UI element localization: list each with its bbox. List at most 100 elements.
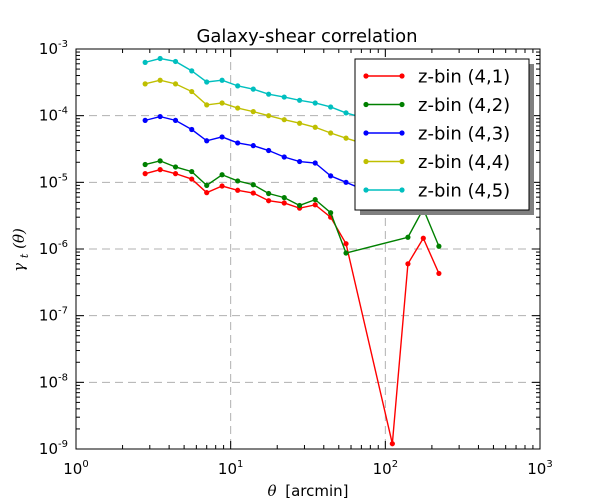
data-point — [142, 59, 148, 65]
y-tick-label: 10-5 — [39, 172, 68, 191]
legend-entry: z-bin (4,3) — [363, 124, 510, 145]
legend-entry: z-bin (4,4) — [363, 152, 510, 173]
data-point — [189, 176, 195, 182]
data-point — [296, 158, 303, 165]
data-point — [328, 210, 334, 216]
data-point — [281, 94, 287, 100]
data-point — [266, 91, 272, 97]
data-point — [157, 167, 163, 173]
legend-label: z-bin (4,4) — [418, 152, 510, 173]
data-point — [266, 190, 272, 197]
data-point — [204, 138, 210, 144]
data-point — [235, 140, 241, 146]
y-axis-argument: (θ) — [10, 228, 28, 249]
y-axis-symbol: γ — [10, 263, 28, 272]
y-tick-label: 10-4 — [39, 106, 68, 125]
data-point — [235, 83, 241, 89]
legend-marker — [363, 130, 369, 136]
data-point — [235, 105, 241, 111]
data-point — [250, 182, 256, 188]
data-point — [142, 171, 148, 177]
y-axis-label: γ t (θ) — [10, 228, 32, 272]
data-point — [296, 120, 303, 126]
data-point — [219, 183, 225, 189]
x-tick-label: 103 — [527, 459, 552, 478]
data-point — [142, 161, 148, 168]
legend-entry: z-bin (4,1) — [363, 67, 510, 88]
data-point — [189, 88, 195, 95]
data-point — [189, 68, 195, 74]
data-point — [436, 270, 442, 277]
legend-box — [354, 58, 530, 211]
data-point — [405, 261, 411, 267]
legend-entry: z-bin (4,2) — [363, 95, 510, 116]
data-point — [219, 172, 225, 178]
data-point — [157, 55, 163, 62]
data-point — [343, 135, 349, 141]
legend-marker — [399, 158, 405, 165]
ticks — [75, 48, 541, 450]
data-point — [420, 235, 426, 241]
data-point — [204, 190, 210, 196]
y-tick-label: 10-8 — [39, 372, 68, 391]
data-point — [281, 200, 287, 206]
x-tick-label: 100 — [63, 459, 88, 478]
data-point — [172, 171, 179, 177]
data-point — [312, 124, 318, 130]
legend-marker — [363, 158, 369, 165]
data-point — [328, 130, 334, 136]
legend-entry: z-bin (4,5) — [363, 181, 510, 202]
data-point — [157, 158, 163, 164]
data-point — [172, 164, 179, 170]
data-point — [389, 441, 395, 447]
legend-label: z-bin (4,1) — [418, 67, 510, 88]
y-tick-label: 10-6 — [39, 239, 68, 258]
data-point — [204, 182, 210, 188]
legend-marker — [399, 130, 405, 136]
data-point — [266, 198, 272, 204]
data-point — [266, 147, 272, 154]
legend-marker — [363, 73, 369, 79]
x-tick-label: 101 — [218, 459, 243, 478]
data-point — [142, 81, 148, 87]
legend-marker — [399, 73, 405, 79]
x-axis-unit: [arcmin] — [285, 482, 348, 500]
y-tick-labels: 10-9 10-8 10-7 10-6 10-5 10-4 10-3 — [39, 39, 68, 458]
data-point — [328, 104, 334, 110]
data-point — [250, 86, 256, 92]
series-line — [144, 79, 378, 149]
legend-marker — [363, 101, 369, 108]
data-point — [328, 173, 334, 179]
data-point — [343, 179, 349, 185]
data-point — [343, 250, 349, 256]
data-point — [189, 168, 195, 175]
series-2 — [142, 158, 442, 256]
x-tick-label: 102 — [373, 459, 398, 478]
data-point — [142, 117, 148, 123]
legend-label: z-bin (4,5) — [418, 181, 510, 202]
data-point — [312, 160, 318, 166]
legend-marker — [363, 187, 369, 193]
data-point — [204, 102, 210, 108]
legend: z-bin (4,1) z-bin (4,2) z-bin (4,3) z-bin (… — [354, 58, 534, 215]
data-point — [235, 178, 241, 184]
data-point — [312, 202, 318, 208]
series-line — [144, 57, 378, 123]
legend-marker — [399, 187, 405, 193]
legend-marker — [399, 101, 405, 108]
data-point — [172, 58, 179, 65]
data-point — [343, 241, 349, 247]
data-point — [405, 234, 411, 240]
legend-entries: z-bin (4,1) z-bin (4,2) z-bin (4,3) z-bin (… — [363, 67, 510, 202]
x-axis-label: θ [arcmin] — [267, 482, 348, 500]
data-point — [157, 113, 163, 120]
data-point — [172, 81, 179, 87]
data-point — [219, 134, 225, 140]
series-3 — [142, 113, 395, 214]
data-point — [250, 109, 256, 115]
y-axis-subscript: t — [18, 253, 31, 258]
y-tick-label: 10-3 — [39, 39, 68, 58]
data-point — [219, 77, 225, 83]
